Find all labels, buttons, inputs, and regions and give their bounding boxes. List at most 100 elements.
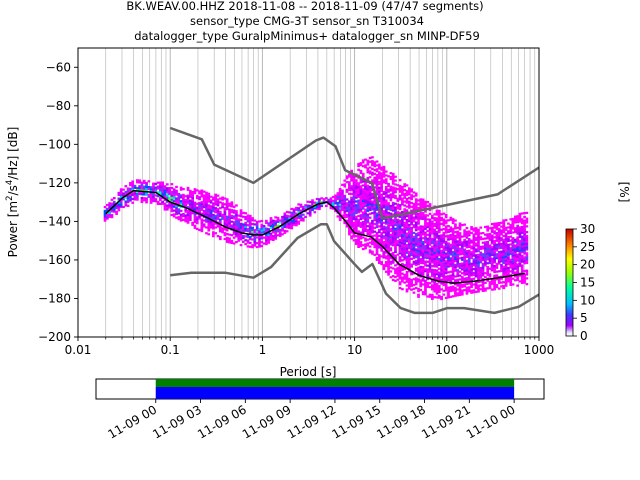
psd-cell [371,219,374,223]
psd-cell [262,242,266,245]
psd-cell [177,218,181,221]
psd-cell [407,204,411,207]
psd-cell [456,255,460,258]
psd-cell [470,256,473,260]
psd-cell [198,198,201,201]
psd-cell [253,242,257,245]
psd-cell [228,233,231,236]
psd-cell [435,290,439,293]
psd-cell [477,288,480,291]
psd-cell [426,204,430,208]
psd-cell [253,223,257,226]
psd-cell [431,222,434,225]
psd-cell [504,244,508,247]
psd-cell [454,256,457,259]
psd-cell [361,161,365,164]
psd-cell [463,256,466,259]
psd-cell [170,200,174,203]
psd-cell [398,246,402,249]
psd-cell [474,230,478,234]
psd-cell [431,274,434,277]
psd-cell [359,198,363,201]
psd-cell [444,275,448,278]
psd-cell [285,226,289,229]
psd-cell [239,224,243,227]
psd-cell [417,272,420,275]
colorbar-label: [%] [617,182,631,203]
psd-cell [253,244,257,247]
psd-cell [382,264,386,267]
psd-cell [119,192,123,195]
psd-cell [384,212,388,216]
psd-cell [419,259,423,263]
psd-cell [377,259,381,263]
psd-cell [511,260,515,263]
psd-cell [159,196,162,200]
psd-cell [212,217,215,220]
psd-cell [396,220,400,223]
psd-cell [403,217,407,221]
psd-cell [380,262,384,266]
psd-cell [375,175,379,179]
psd-cell [467,253,471,256]
psd-cell [165,206,169,209]
psd-cell [135,188,139,192]
psd-cell [159,202,162,205]
psd-cell [426,251,430,254]
psd-cell [421,273,425,276]
psd-cell [149,193,153,197]
psd-cell [237,226,241,229]
psd-cell [500,264,503,267]
psd-cell [373,163,377,166]
psd-cell [207,211,211,215]
psd-cell [421,227,425,230]
psd-cell [412,212,416,215]
psd-cell [348,213,351,217]
psd-cell [244,217,248,221]
psd-cell [513,244,517,247]
psd-cell [421,254,425,257]
psd-cell [403,254,407,257]
psd-cell [442,256,446,260]
psd-cell [391,228,395,232]
psd-cell [371,188,374,192]
psd-cell [248,220,252,223]
psd-cell [253,232,257,236]
psd-cell [377,196,381,199]
psd-cell [269,219,273,222]
psd-cell [463,235,466,238]
psd-cell [389,199,393,202]
psd-cell [447,230,450,233]
psd-cell [133,184,137,188]
psd-cell [488,238,492,241]
psd-cell [518,214,522,217]
psd-cell [440,243,443,247]
psd-cell [428,255,432,258]
psd-cell [345,223,349,226]
psd-cell [359,189,363,192]
psd-cell [387,175,390,178]
psd-cell [394,208,397,211]
psd-cell [444,283,448,286]
psd-cell [447,259,450,262]
psd-cell [373,246,377,249]
psd-cell [380,187,384,191]
psd-cell [214,222,218,225]
psd-cell [212,202,215,205]
psd-cell [467,290,471,293]
psd-cell [525,221,529,224]
psd-cell [470,281,473,285]
psd-cell [366,238,370,241]
psd-cell [290,221,294,224]
psd-cell [396,203,400,206]
psd-cell [297,211,301,214]
psd-cell [237,239,241,242]
psd-cell [364,212,367,215]
psd-cell [456,240,460,243]
psd-cell [518,239,522,243]
psd-cell [523,221,526,224]
psd-cell [232,230,236,234]
psd-cell [368,208,372,212]
psd-cell [451,268,455,271]
psd-cell [375,225,379,229]
